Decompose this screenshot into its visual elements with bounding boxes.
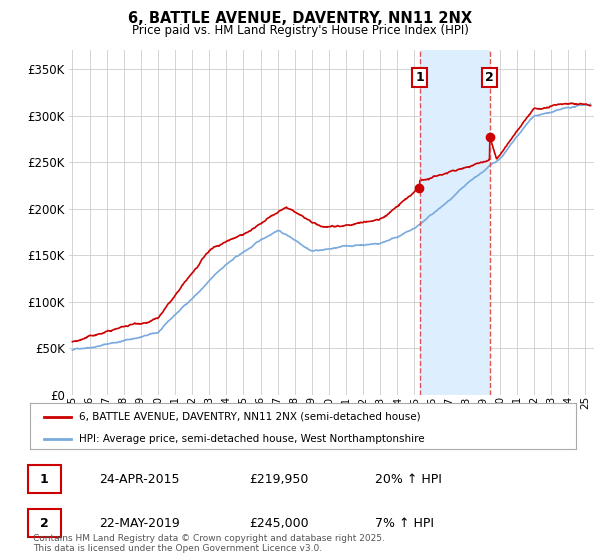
Text: £219,950: £219,950 xyxy=(249,473,308,486)
Text: 2: 2 xyxy=(485,71,494,84)
Text: 7% ↑ HPI: 7% ↑ HPI xyxy=(375,516,434,530)
Text: 6, BATTLE AVENUE, DAVENTRY, NN11 2NX: 6, BATTLE AVENUE, DAVENTRY, NN11 2NX xyxy=(128,11,472,26)
Text: HPI: Average price, semi-detached house, West Northamptonshire: HPI: Average price, semi-detached house,… xyxy=(79,434,425,444)
Text: 24-APR-2015: 24-APR-2015 xyxy=(99,473,179,486)
Text: 22-MAY-2019: 22-MAY-2019 xyxy=(99,516,180,530)
Text: 6, BATTLE AVENUE, DAVENTRY, NN11 2NX (semi-detached house): 6, BATTLE AVENUE, DAVENTRY, NN11 2NX (se… xyxy=(79,412,421,422)
Text: 2: 2 xyxy=(40,516,49,530)
Text: Contains HM Land Registry data © Crown copyright and database right 2025.
This d: Contains HM Land Registry data © Crown c… xyxy=(33,534,385,553)
Text: Price paid vs. HM Land Registry's House Price Index (HPI): Price paid vs. HM Land Registry's House … xyxy=(131,24,469,36)
Text: 1: 1 xyxy=(415,71,424,84)
Text: £245,000: £245,000 xyxy=(249,516,308,530)
Text: 20% ↑ HPI: 20% ↑ HPI xyxy=(375,473,442,486)
Text: 1: 1 xyxy=(40,473,49,486)
Bar xyxy=(419,50,490,395)
